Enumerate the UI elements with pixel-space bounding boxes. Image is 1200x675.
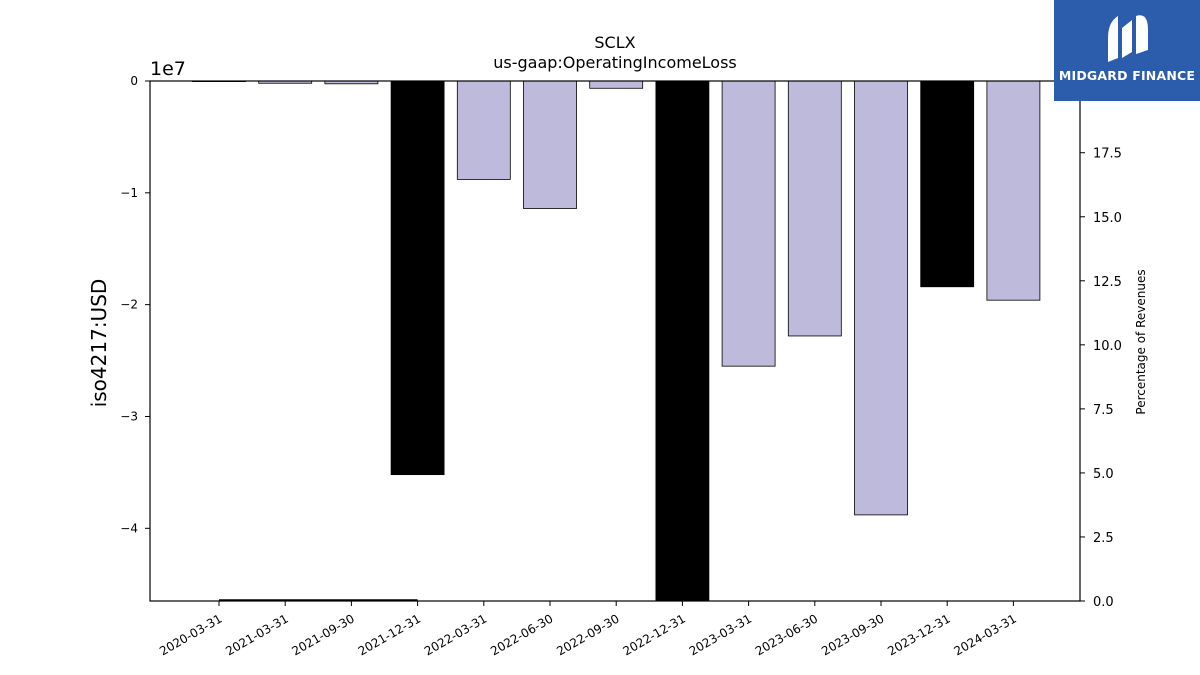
bar-2022-06-30 — [523, 80, 577, 209]
y-tick-label: −2 — [120, 298, 138, 312]
bar-2022-12-31 — [655, 80, 710, 602]
bar-2022-09-30 — [589, 80, 644, 89]
y2-axis-label: Percentage of Revenues — [1134, 269, 1148, 414]
bar-2023-09-30 — [854, 80, 908, 516]
x-tick-label: 2023-06-30 — [753, 611, 820, 658]
bar-2023-03-31 — [721, 80, 776, 367]
bar-2023-12-31 — [920, 80, 975, 288]
y2-tick-label: 12.5 — [1093, 275, 1122, 290]
bar-2024-03-31 — [986, 80, 1041, 301]
x-tick-label: 2021-09-30 — [289, 611, 356, 658]
x-tick-label: 2023-12-31 — [885, 611, 952, 658]
y2-tick-label: 10.0 — [1093, 339, 1122, 354]
chart-title: SCLX — [594, 33, 635, 52]
x-tick-label: 2021-03-31 — [223, 611, 290, 658]
x-tick-label: 2022-06-30 — [488, 611, 555, 658]
x-tick-label: 2020-03-31 — [157, 611, 224, 658]
y2-tick-label: 17.5 — [1093, 147, 1122, 162]
y-tick-label: 0 — [130, 74, 138, 88]
bar-2022-03-31 — [456, 80, 511, 180]
x-tick-label: 2023-09-30 — [819, 611, 886, 658]
y-axis-label: iso4217:USD — [87, 279, 111, 408]
y-tick-label: −4 — [120, 521, 138, 535]
bar-2023-06-30 — [787, 80, 842, 337]
y2-tick-label: 7.5 — [1093, 403, 1114, 418]
x-tick-label: 2022-09-30 — [554, 611, 621, 658]
y2-tick-label: 2.5 — [1093, 531, 1114, 546]
midgard-logo-icon — [1108, 15, 1148, 62]
x-tick-label: 2023-03-31 — [687, 611, 754, 658]
brand-name: MIDGARD FINANCE — [1058, 68, 1196, 83]
x-tick-label: 2022-03-31 — [422, 611, 489, 658]
y2-tick-label: 15.0 — [1093, 211, 1122, 226]
y2-tick-label: 0.0 — [1093, 595, 1114, 610]
x-tick-label: 2022-12-31 — [620, 611, 687, 658]
y-offset-label: 1e7 — [150, 58, 186, 80]
bar-2021-12-31 — [390, 80, 445, 476]
y-tick-label: −3 — [120, 409, 138, 423]
x-tick-label: 2021-12-31 — [356, 611, 423, 658]
y-tick-label: −1 — [120, 186, 138, 200]
bars-layer — [192, 80, 1041, 602]
y2-tick-label: 5.0 — [1093, 467, 1114, 482]
chart-subtitle: us-gaap:OperatingIncomeLoss — [493, 53, 737, 72]
x-tick-label: 2024-03-31 — [951, 611, 1018, 658]
plot-frame — [149, 80, 1081, 602]
brand-logo: MIDGARD FINANCE — [1054, 0, 1200, 101]
